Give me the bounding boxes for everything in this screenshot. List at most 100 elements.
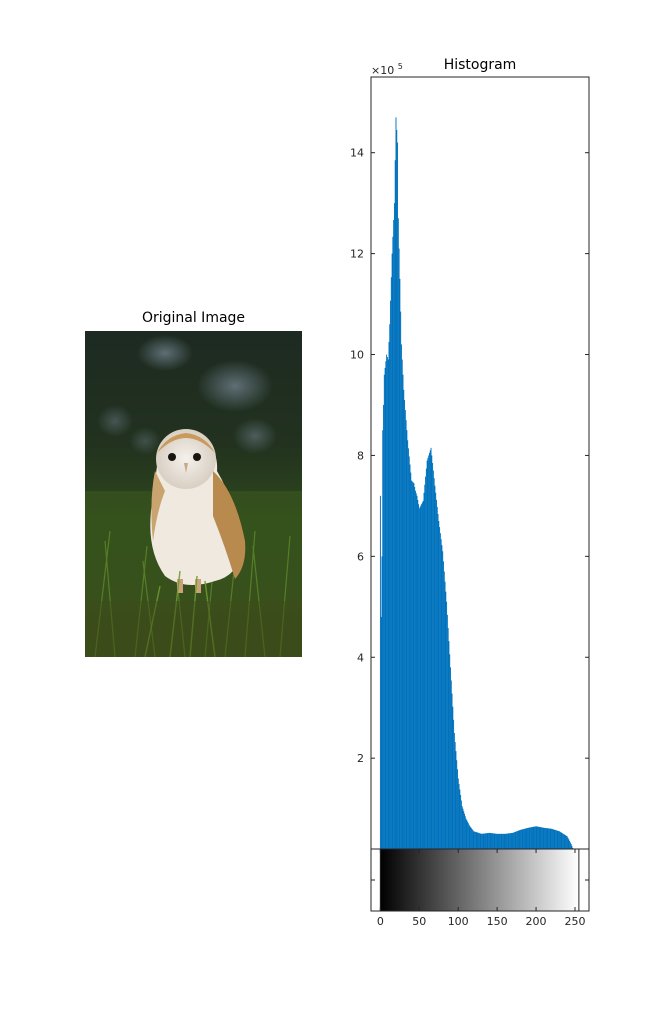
histogram-bar [548, 828, 550, 849]
histogram-bar [455, 751, 457, 849]
histogram-bar [523, 829, 525, 849]
histogram-bar [492, 833, 493, 849]
histogram-bar [425, 468, 427, 849]
histogram-bar [513, 832, 515, 849]
histogram-bar [489, 832, 491, 849]
histogram-bar [467, 821, 469, 849]
histogram-bar [510, 833, 512, 849]
histogram-bar [458, 783, 460, 849]
histogram-bar [555, 830, 557, 849]
histogram-bar [465, 818, 467, 849]
histogram-bar [438, 521, 440, 849]
histogram-bar [526, 828, 528, 849]
histogram-bar [471, 829, 473, 849]
histogram-bar [516, 831, 518, 849]
histogram-bar [502, 833, 504, 849]
histogram-bar [551, 828, 553, 849]
histogram-bar [506, 833, 508, 849]
histogram-bar [517, 830, 519, 849]
histogram-bar [442, 551, 444, 849]
histogram-bar [475, 832, 477, 849]
histogram-bar [450, 667, 451, 849]
histogram-bar [468, 824, 470, 849]
histogram-bar [406, 430, 408, 849]
histogram-bar [556, 830, 558, 849]
histogram-bar [400, 311, 402, 849]
histogram-bar [521, 829, 523, 849]
histogram-bar [477, 832, 479, 849]
histogram-bar [554, 829, 556, 849]
histogram-bar [434, 485, 436, 849]
histogram-bar [386, 357, 388, 849]
histogram-bar [457, 778, 459, 849]
histogram-bar [534, 826, 536, 849]
histogram-bar [469, 826, 471, 849]
histogram-bar [485, 833, 486, 849]
histogram-bar [507, 833, 509, 849]
histogram-bar [453, 719, 455, 849]
histogram-bar [511, 832, 513, 849]
histogram-bar [508, 833, 510, 849]
histogram-bar [539, 827, 541, 849]
histogram-bar [532, 826, 534, 849]
histogram-bar [446, 614, 448, 849]
histogram-bar [446, 601, 448, 849]
histogram-bar [423, 492, 425, 849]
histogram-bar [395, 117, 397, 850]
histogram-bar [522, 829, 524, 849]
histogram-bar [570, 843, 572, 849]
histogram-bar [479, 833, 481, 849]
histogram-bar [482, 833, 484, 849]
x-tick-label: 200 [526, 915, 547, 928]
histogram-bar [534, 826, 536, 849]
histogram-bar [500, 833, 502, 849]
histogram-bar [509, 833, 511, 849]
histogram-bar [527, 827, 529, 849]
histogram-bar [450, 680, 452, 849]
histogram-bar [411, 480, 413, 849]
histogram-bar [478, 833, 480, 849]
histogram-bar [407, 448, 409, 849]
histogram-bar [379, 495, 381, 849]
histogram-bar [422, 502, 423, 849]
histogram-bar [399, 278, 401, 850]
x-tick-label: 100 [448, 915, 469, 928]
histogram-bar [398, 248, 400, 849]
histogram-bar [404, 399, 406, 849]
histogram-bar [460, 795, 462, 849]
histogram-bar [562, 833, 564, 849]
histogram-bar [569, 842, 571, 849]
histogram-bar [499, 833, 501, 849]
histogram-bar [419, 506, 421, 849]
histogram-bar [470, 827, 472, 849]
histogram-bar [452, 706, 454, 849]
histogram-bar [472, 830, 474, 849]
histogram-bar [432, 463, 434, 849]
histogram-bar [400, 344, 402, 849]
histogram-bar [454, 742, 456, 849]
histogram-bar [543, 827, 545, 849]
histogram-bar [480, 833, 482, 849]
histogram-bar [535, 826, 537, 849]
histogram-bar [527, 828, 529, 849]
histogram-bar [495, 833, 497, 849]
histogram-bar [387, 359, 389, 849]
histogram-bar [552, 829, 553, 849]
histogram-bar [436, 506, 438, 849]
histogram-bar [498, 833, 500, 849]
histogram-bar [464, 816, 466, 849]
histogram-bar [538, 826, 540, 849]
histogram-bar [503, 833, 505, 849]
histogram-bar [461, 806, 463, 849]
histogram-bar [390, 300, 392, 849]
histogram-bar [530, 827, 532, 849]
histogram-bar [558, 831, 560, 849]
histogram-bar [436, 499, 437, 849]
histogram-bar [571, 845, 573, 849]
histogram-bar [415, 493, 417, 849]
owl-photo-icon [85, 331, 302, 657]
histogram-bar [514, 831, 516, 849]
histogram-bar [494, 833, 496, 849]
histogram-bar [405, 420, 407, 849]
histogram-bar [572, 847, 574, 849]
